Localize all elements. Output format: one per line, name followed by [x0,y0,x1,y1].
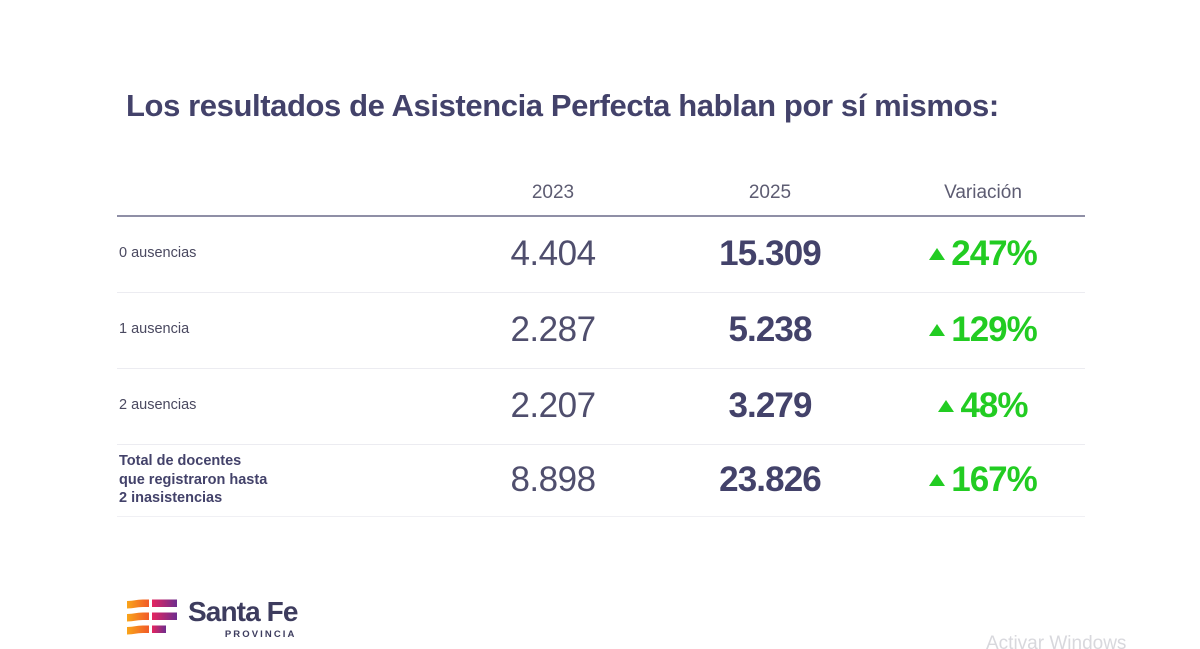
row-label-total: Total de docentes que registraron hasta … [117,444,447,516]
row-variation-value: 167% [951,460,1038,499]
row-variation-value: 247% [951,234,1038,274]
table-header: 2023 2025 Variación [117,182,1085,216]
row-variation-cell: 167% [881,444,1085,516]
column-header-variation: Variación [944,182,1022,203]
results-table-container: 2023 2025 Variación 0 ausencias 4.404 15… [117,182,1085,517]
table-row: 1 ausencia 2.287 5.238 129% [117,292,1085,368]
logo-name: Santa Fe [188,596,298,627]
column-header-label [117,182,447,216]
row-variation-cell: 48% [881,368,1085,444]
table-body: 0 ausencias 4.404 15.309 247% 1 ausencia… [117,216,1085,516]
watermark-title: Activar Windows [986,633,1127,649]
row-value-2025: 15.309 [719,234,822,274]
row-label: 1 ausencia [119,321,190,338]
row-variation-cell: 247% [881,216,1085,292]
santa-fe-bars-icon [127,599,177,635]
row-value-2023: 2.287 [510,310,596,349]
table-row: 2 ausencias 2.207 3.279 48% [117,368,1085,444]
row-label: 0 ausencias [119,245,197,262]
row-value-2025: 5.238 [728,310,812,349]
trend-up-icon [938,400,955,412]
row-label-line: Total de docentes [119,453,242,470]
row-value-2025: 23.826 [719,460,822,499]
trend-up-icon [929,248,946,261]
row-variation-cell: 129% [881,292,1085,368]
row-value-2023: 2.207 [510,386,596,425]
row-label-line: que registraron hasta [119,471,268,488]
logo-subtitle: PROVINCIA [224,629,297,640]
row-value-2025: 3.279 [728,386,812,425]
row-value-2023: 8.898 [510,460,596,499]
table-header-row: 2023 2025 Variación [117,182,1085,216]
page-title: Los resultados de Asistencia Perfecta ha… [126,88,999,123]
row-label-line: 2 inasistencias [119,490,223,507]
results-table: 2023 2025 Variación 0 ausencias 4.404 15… [117,182,1085,517]
windows-activation-watermark: Activar Windows Ve a Configuración para … [986,633,1200,649]
row-variation-value: 129% [951,310,1038,349]
column-header-2025: 2025 [748,182,792,203]
santa-fe-logo: Santa Fe PROVINCIA [126,598,298,640]
logo-text-block: Santa Fe PROVINCIA [188,598,298,640]
table-row-total: Total de docentes que registraron hasta … [117,444,1085,516]
row-value-2023: 4.404 [510,234,596,274]
column-header-2023: 2023 [531,182,575,203]
row-variation-value: 48% [960,386,1028,425]
trend-up-icon [929,474,946,486]
trend-up-icon [929,324,946,336]
row-label: 2 ausencias [119,397,197,414]
table-row: 0 ausencias 4.404 15.309 247% [117,216,1085,292]
